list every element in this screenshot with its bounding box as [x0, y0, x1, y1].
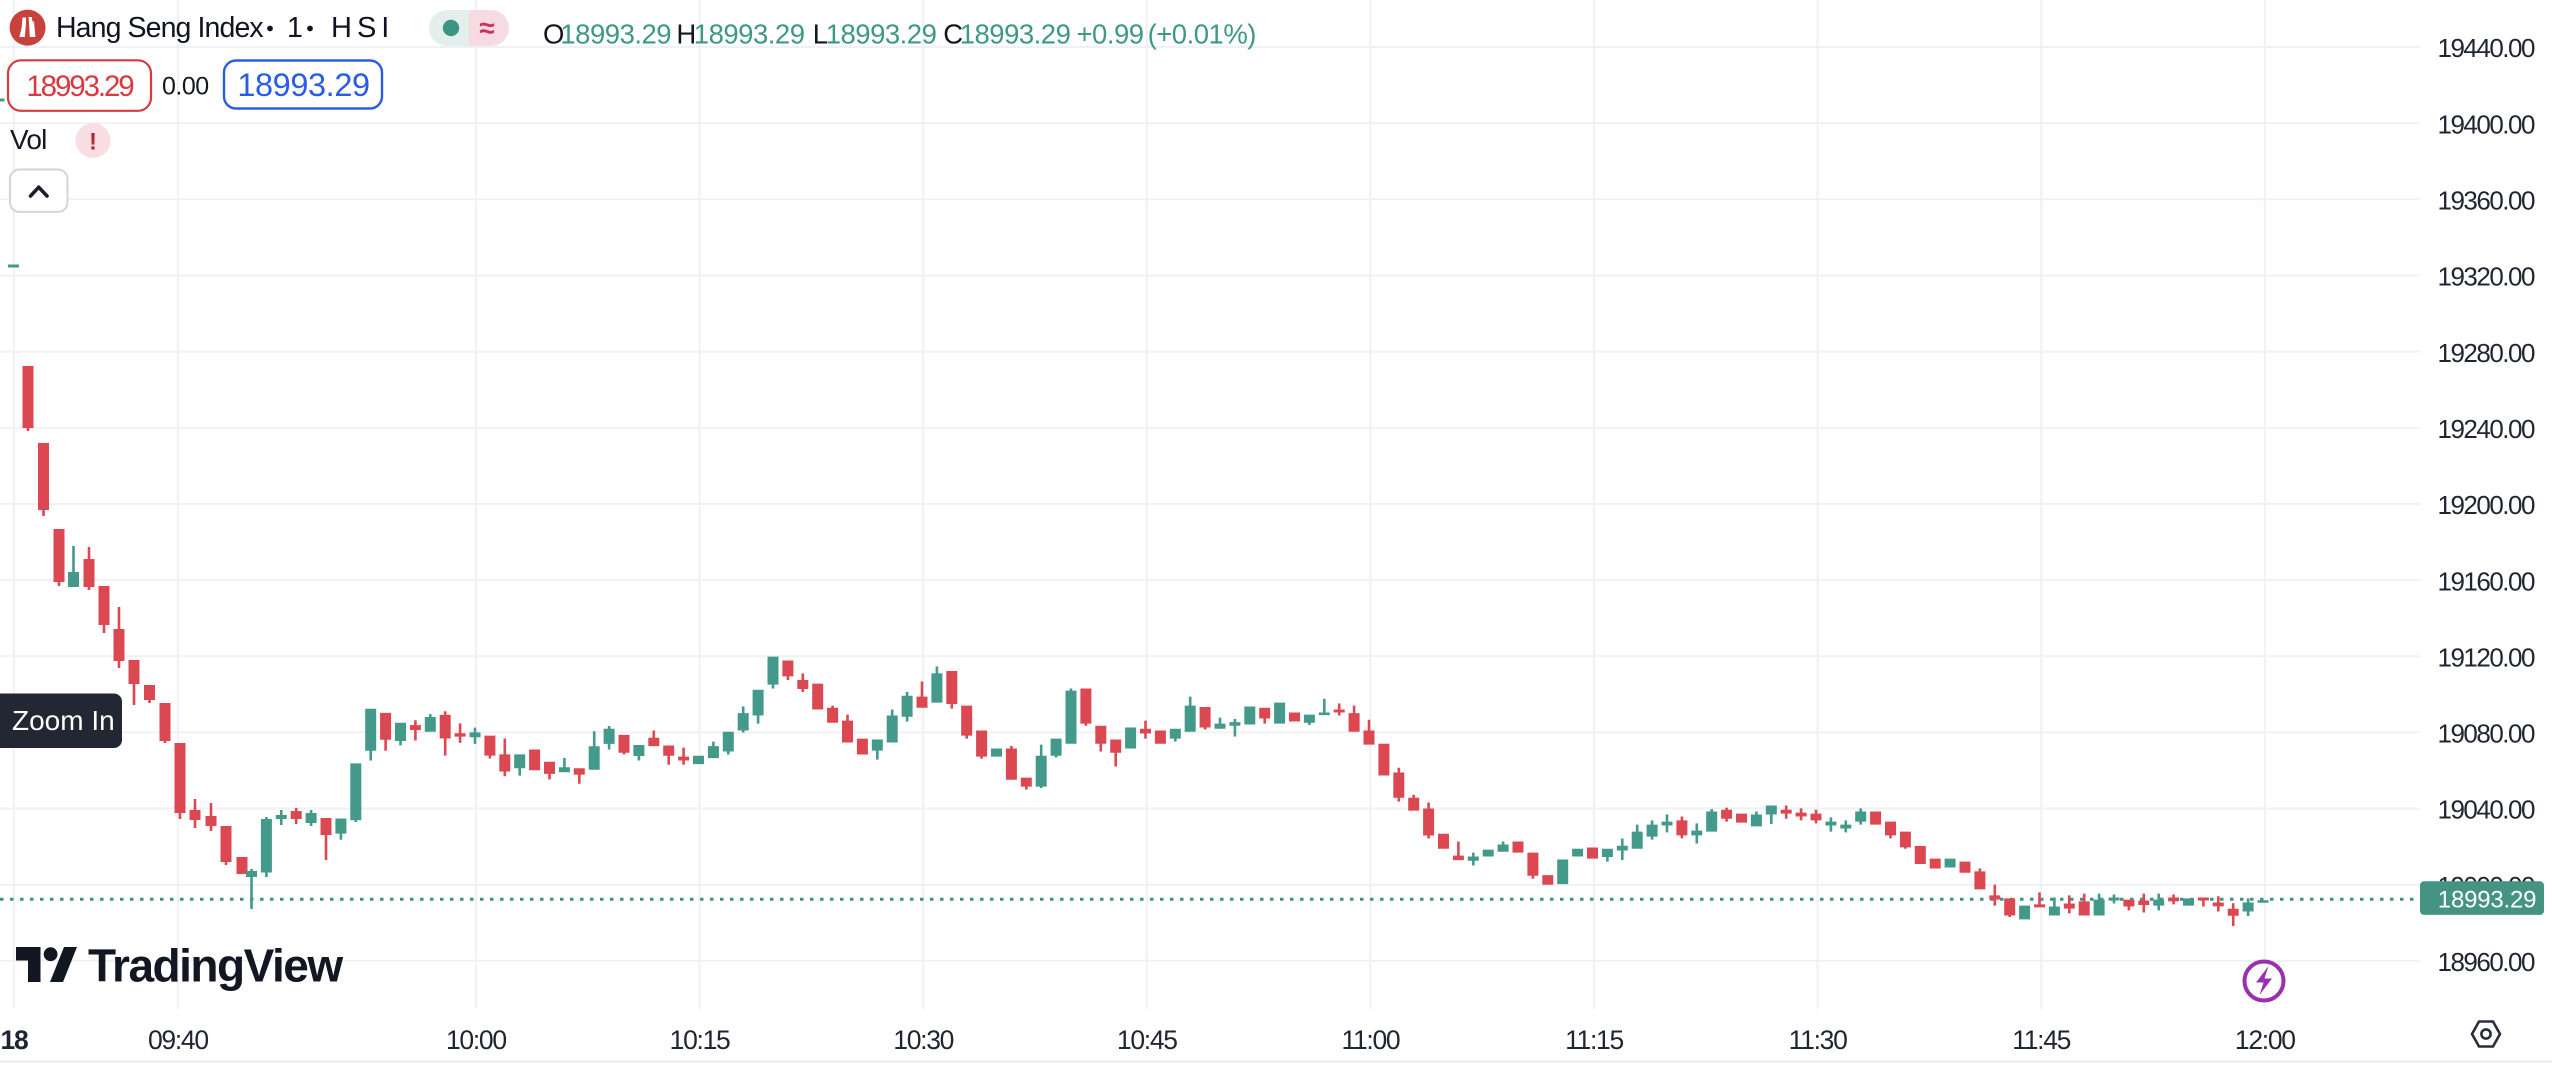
svg-text:11:30: 11:30 [1789, 1025, 1847, 1055]
svg-text:11:45: 11:45 [2012, 1025, 2070, 1055]
svg-text:Vol: Vol [10, 124, 47, 155]
svg-text:18993.29: 18993.29 [237, 67, 369, 103]
svg-text:+0.99: +0.99 [1077, 19, 1144, 50]
svg-text:19200.00: 19200.00 [2438, 490, 2535, 520]
svg-text:18993.29: 18993.29 [826, 19, 937, 50]
svg-text:19080.00: 19080.00 [2438, 719, 2535, 749]
svg-text:C: C [943, 19, 962, 50]
svg-text:TradingView: TradingView [88, 940, 343, 992]
svg-text:10:15: 10:15 [670, 1025, 730, 1055]
svg-text:18960.00: 18960.00 [2438, 947, 2535, 977]
svg-text:18993.29: 18993.29 [694, 19, 805, 50]
svg-text:11:15: 11:15 [1565, 1025, 1623, 1055]
svg-text:(+0.01%): (+0.01%) [1148, 19, 1256, 50]
svg-text:H: H [676, 19, 695, 50]
svg-text:19440.00: 19440.00 [2438, 33, 2535, 63]
svg-text:!: ! [89, 129, 97, 156]
svg-text:18993.29: 18993.29 [2438, 887, 2537, 914]
svg-text:19240.00: 19240.00 [2438, 414, 2535, 444]
svg-text:19280.00: 19280.00 [2438, 338, 2535, 368]
svg-text:1: 1 [287, 12, 303, 44]
svg-text:10:30: 10:30 [893, 1025, 953, 1055]
svg-text:L: L [813, 19, 828, 50]
svg-text:19360.00: 19360.00 [2438, 186, 2535, 216]
svg-text:18: 18 [1, 1025, 28, 1055]
svg-text:18993.29: 18993.29 [960, 19, 1071, 50]
svg-text:10:45: 10:45 [1117, 1025, 1177, 1055]
svg-text:19120.00: 19120.00 [2438, 642, 2535, 672]
svg-text:12:00: 12:00 [2235, 1025, 2295, 1055]
svg-text:09:40: 09:40 [148, 1025, 208, 1055]
svg-text:19040.00: 19040.00 [2438, 795, 2535, 825]
svg-text:HSI: HSI [331, 12, 394, 44]
svg-text:0.00: 0.00 [162, 72, 209, 100]
svg-text:19160.00: 19160.00 [2438, 566, 2535, 596]
svg-text:O: O [543, 19, 564, 50]
svg-text:≈: ≈ [479, 13, 494, 44]
svg-text:10:00: 10:00 [446, 1025, 506, 1055]
svg-text:18993.29: 18993.29 [560, 19, 671, 50]
svg-text:11:00: 11:00 [1341, 1025, 1399, 1055]
svg-text:18993.29: 18993.29 [26, 70, 134, 103]
svg-text:Zoom In: Zoom In [12, 705, 115, 736]
svg-text:19320.00: 19320.00 [2438, 262, 2535, 292]
svg-text:Hang Seng Index: Hang Seng Index [56, 12, 263, 44]
svg-text:19400.00: 19400.00 [2438, 109, 2535, 139]
